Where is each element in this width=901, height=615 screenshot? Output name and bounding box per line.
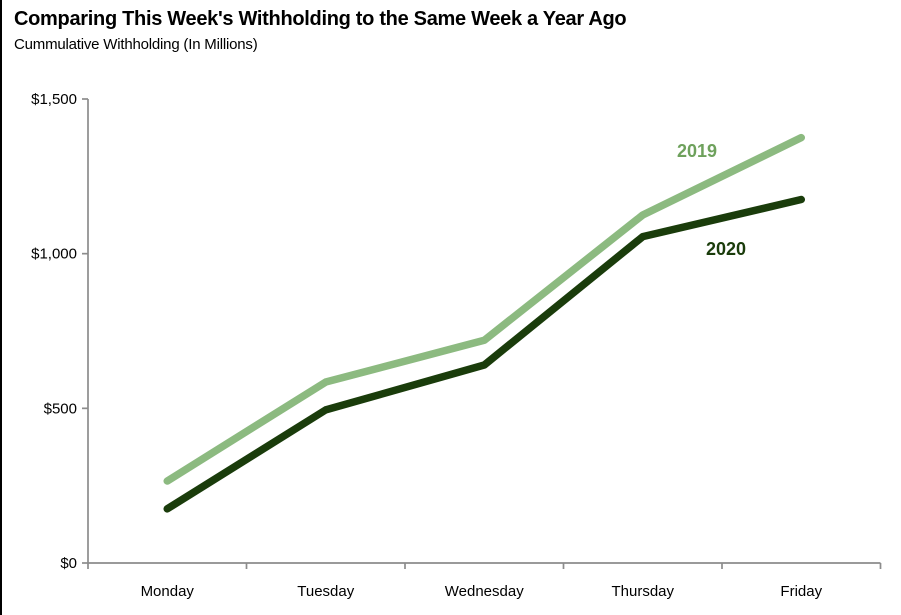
- x-tick-label: Friday: [780, 583, 822, 600]
- x-tick-label: Thursday: [611, 583, 674, 600]
- y-tick-label: $500: [44, 400, 77, 417]
- chart-header: Comparing This Week's Withholding to the…: [14, 8, 627, 53]
- y-tick-label: $1,500: [31, 91, 77, 108]
- axes: [82, 98, 882, 569]
- y-tick-label: $0: [60, 555, 77, 572]
- x-tick-label: Monday: [141, 583, 195, 600]
- series-lines: [163, 133, 805, 513]
- left-edge-border: [0, 0, 2, 615]
- series-label-2020: 2020: [706, 239, 746, 259]
- y-tick-label: $1,000: [31, 246, 77, 263]
- x-tick-label: Wednesday: [445, 583, 524, 600]
- series-inline-labels: 2019 2020: [677, 141, 746, 259]
- x-tick-label: Tuesday: [297, 583, 354, 600]
- chart-title: Comparing This Week's Withholding to the…: [14, 8, 627, 30]
- series-label-2019: 2019: [677, 141, 717, 161]
- series-line-2020: [163, 195, 805, 513]
- x-axis-labels: Monday Tuesday Wednesday Thursday Friday: [141, 583, 823, 600]
- chart-subtitle: Cummulative Withholding (In Millions): [14, 36, 258, 53]
- series-line-2019: [163, 133, 805, 485]
- y-axis-labels: $1,500 $1,000 $500 $0: [31, 91, 77, 572]
